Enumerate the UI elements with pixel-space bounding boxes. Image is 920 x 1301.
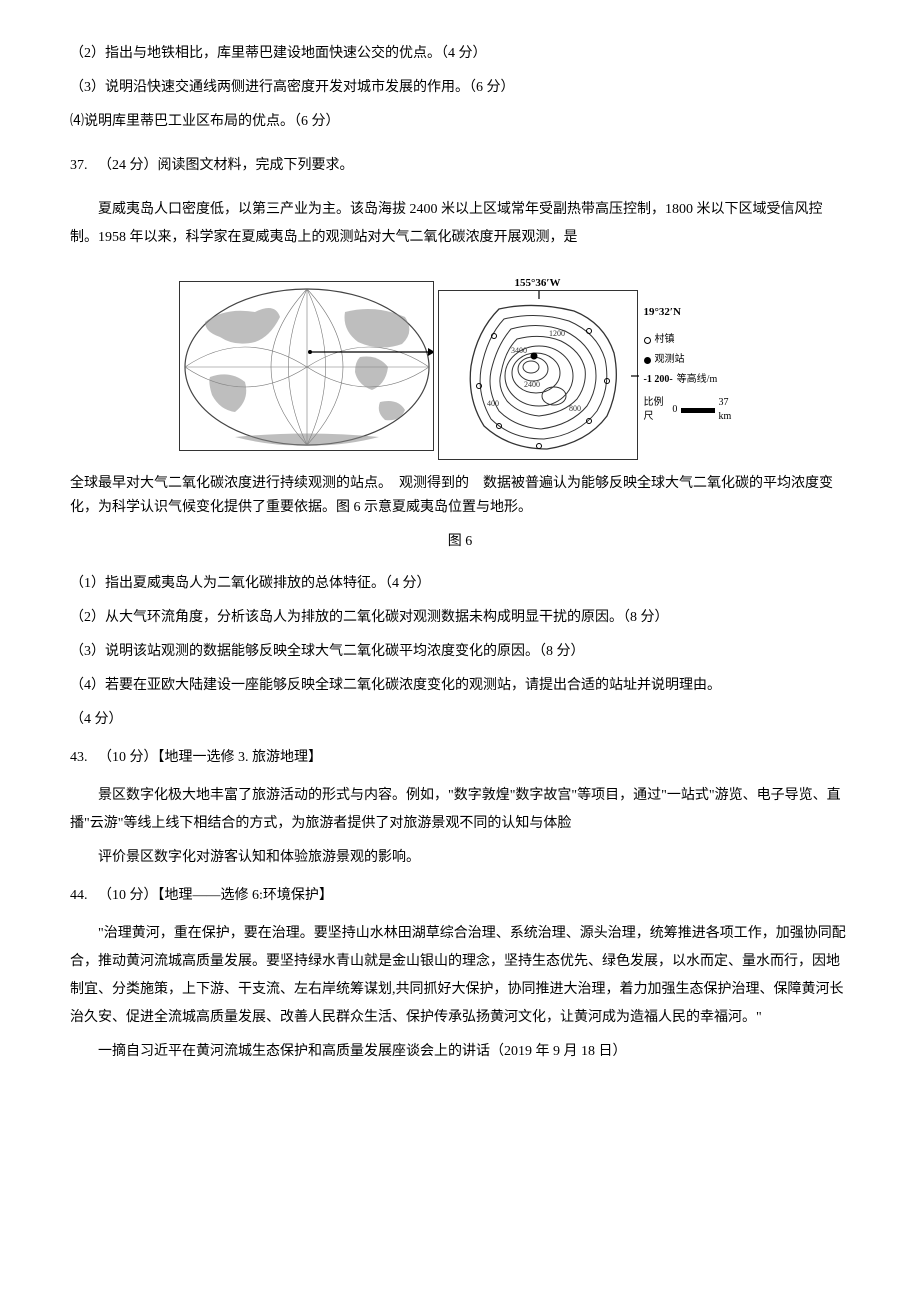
map-legend: 19°32′N 村镇 观测站 -1 200- 等高线/m 比例尺 0 37 km (642, 281, 742, 451)
q37-header: 37. （24 分）阅读图文材料，完成下列要求。 (70, 152, 850, 180)
legend-village: 村镇 (644, 333, 740, 347)
q37-para1: 夏威夷岛人口密度低，以第三产业为主。该岛海拔 2400 米以上区域常年受副热带高… (70, 196, 850, 252)
legend-station: 观测站 (644, 353, 740, 367)
station-symbol (644, 357, 651, 364)
legend-station-label: 观测站 (655, 353, 685, 367)
q44-para1: "治理黄河，重在保护，要在治理。要坚持山水林田湖草综合治理、系统治理、源头治理，… (70, 920, 850, 1032)
figure-6-label: 图 6 (70, 528, 850, 556)
q36-sub4: ⑷说明库里蒂巴工业区布局的优点。（6 分） (70, 108, 850, 136)
q37-sub1: （1）指出夏威夷岛人为二氧化碳排放的总体特征。（4 分） (70, 570, 850, 598)
contour-symbol: -1 200- (644, 373, 673, 387)
svg-text:3400: 3400 (511, 346, 527, 355)
q37-sub4b: （4 分） (70, 706, 850, 734)
q36-sub2: （2）指出与地铁相比，库里蒂巴建设地面快速公交的优点。（4 分） (70, 40, 850, 68)
legend-contour: -1 200- 等高线/m (644, 373, 740, 387)
svg-text:1200: 1200 (549, 329, 565, 338)
world-map (179, 281, 434, 451)
latitude-label: 19°32′N (644, 305, 740, 320)
island-map-svg: 2400 3400 1200 800 400 (439, 291, 639, 461)
scale-label: 比例尺 (644, 396, 669, 424)
q43-header: 43. （10 分）【地理一选修 3. 旅游地理】 (70, 744, 850, 772)
q37-sub4: （4）若要在亚欧大陆建设一座能够反映全球二氧化碳浓度变化的观测站，请提出合适的站… (70, 672, 850, 700)
figure-6: 155°36′W (70, 272, 850, 462)
scale-end: 37 km (719, 396, 740, 424)
scale-bar (681, 408, 714, 413)
q36-sub3: （3）说明沿快速交通线两侧进行高密度开发对城市发展的作用。（6 分） (70, 74, 850, 102)
q43-para2: 评价景区数字化对游客认知和体验旅游景观的影响。 (70, 844, 850, 872)
q37-caption: 全球最早对大气二氧化碳浓度进行持续观测的站点。 观测得到的 数据被普遍认为能够反… (70, 472, 850, 520)
q37-sub3: （3）说明该站观测的数据能够反映全球大气二氧化碳平均浓度变化的原因。（8 分） (70, 638, 850, 666)
world-map-svg (180, 282, 434, 451)
q43-para1: 景区数字化极大地丰富了旅游活动的形式与内容。例如，"数字敦煌"数字故宫"等项目，… (70, 782, 850, 838)
island-map: 2400 3400 1200 800 400 (438, 290, 638, 460)
q37-sub2: （2）从大气环流角度，分析该岛人为排放的二氧化碳对观测数据未构成明显干扰的原因。… (70, 604, 850, 632)
q44-header: 44. （10 分）【地理——选修 6:环境保护】 (70, 882, 850, 910)
svg-text:2400: 2400 (524, 380, 540, 389)
svg-text:400: 400 (487, 399, 499, 408)
scale-zero: 0 (672, 403, 677, 417)
legend-contour-label: 等高线/m (677, 373, 718, 387)
legend-village-label: 村镇 (655, 333, 675, 347)
svg-text:800: 800 (569, 404, 581, 413)
q44-para2: 一摘自习近平在黄河流城生态保护和高质量发展座谈会上的讲话（2019 年 9 月 … (70, 1038, 850, 1066)
village-symbol (644, 337, 651, 344)
legend-scale: 比例尺 0 37 km (644, 396, 740, 424)
